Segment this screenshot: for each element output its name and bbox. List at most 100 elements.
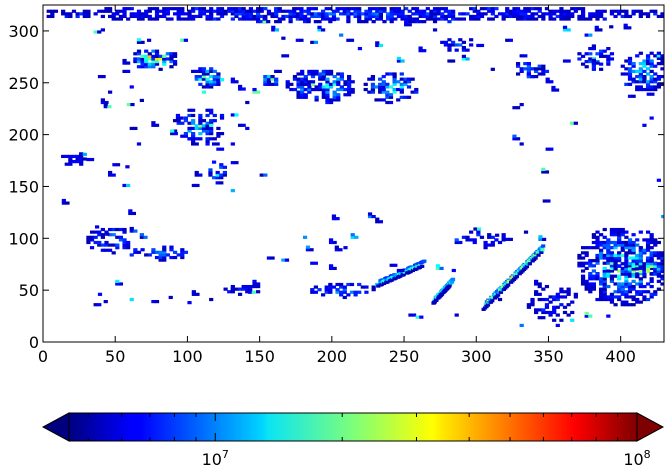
heatmap-cell [274,69,279,73]
heatmap-cell [215,181,220,185]
heatmap-cell [342,295,347,300]
heatmap-cell [222,173,228,177]
heatmap-cell [252,17,257,21]
heatmap-cell [343,82,348,86]
heatmap-cell [256,284,261,289]
heatmap-cell [274,77,279,81]
heatmap-cell [201,77,207,81]
heatmap-cell [176,12,181,16]
heatmap-cell [613,261,618,265]
heatmap-cell [487,9,492,13]
heatmap-cell [191,7,196,11]
heatmap-cell [237,12,243,16]
heatmap-cell [270,12,275,16]
heatmap-cell [300,93,305,97]
heatmap-cell [400,268,405,273]
heatmap-cell [266,82,272,86]
heatmap-cell [324,7,329,11]
heatmap-cell [541,64,546,68]
heatmap-cell [154,57,160,61]
heatmap-cell [617,282,622,286]
heatmap-cell [624,251,629,255]
heatmap-cell [209,123,214,127]
heatmap-cell [176,9,181,13]
heatmap-cell [172,52,178,56]
heatmap-cell [331,217,337,221]
heatmap-cell [321,90,326,94]
heatmap-cell [660,74,664,79]
heatmap-cell [551,85,556,90]
heatmap-cell [595,12,600,16]
heatmap-cell [378,77,383,81]
heatmap-cell [295,14,300,19]
plot-frame [42,4,665,343]
heatmap-cell [631,269,636,274]
heatmap-cell [400,59,405,63]
heatmap-cell [162,245,167,249]
heatmap-cell [325,100,330,105]
heatmap-cell [289,87,294,92]
heatmap-cell [599,243,604,247]
heatmap-cell [584,253,589,258]
heatmap-cell [552,308,557,312]
heatmap-cell [357,20,362,24]
heatmap-cell [638,259,643,263]
heatmap-cell [364,14,369,19]
heatmap-cell [638,292,643,296]
heatmap-cell [541,316,546,320]
heatmap-cell [656,82,661,86]
heatmap-cell [548,300,553,304]
heatmap-cell [645,269,651,274]
heatmap-cell [128,211,133,216]
heatmap-cell [378,98,383,102]
heatmap-cell [357,12,362,16]
heatmap-cell [627,246,633,250]
heatmap-cell [649,279,654,283]
heatmap-cell [313,261,318,265]
heatmap-cell [336,77,341,81]
heatmap-cell [375,14,380,19]
heatmap-cell [465,235,470,239]
heatmap-cell [176,253,181,257]
heatmap-cell [606,240,611,245]
heatmap-cell [642,295,647,299]
heatmap-cell [512,7,517,11]
heatmap-cell [111,173,116,177]
heatmap-cell [216,17,221,21]
heatmap-cell [526,14,532,19]
heatmap-cell [136,40,142,44]
heatmap-cell [599,248,604,252]
heatmap-cell [617,235,622,239]
heatmap-cell [447,48,452,52]
heatmap-cell [609,266,615,271]
heatmap-cell [61,154,66,159]
heatmap-cell [447,43,452,47]
heatmap-cell [580,251,586,255]
heatmap-cell [447,14,452,19]
heatmap-cell [606,251,611,255]
heatmap-cell [93,12,98,16]
heatmap-cell [209,129,214,133]
heatmap-cell [449,280,455,284]
heatmap-cell [328,285,333,289]
heatmap-cell [245,12,250,16]
heatmap-cell [237,84,243,89]
heatmap-cell [136,142,142,146]
heatmap-cell [237,17,243,21]
heatmap-cell [595,256,600,260]
heatmap-cell [216,134,221,138]
heatmap-cell [638,282,643,286]
heatmap-cell [198,137,203,141]
heatmap-cell [624,295,629,299]
heatmap-cell [591,287,596,291]
heatmap-cell [458,240,463,245]
heatmap-cell [97,30,102,34]
heatmap-cell [313,40,318,44]
y-tick-label: 100 [8,229,39,248]
heatmap-cell [205,82,210,86]
heatmap-cell [490,240,495,245]
heatmap-cell [205,72,210,76]
heatmap-cell [122,227,127,232]
heatmap-cell [447,12,452,16]
heatmap-cell [573,121,578,125]
